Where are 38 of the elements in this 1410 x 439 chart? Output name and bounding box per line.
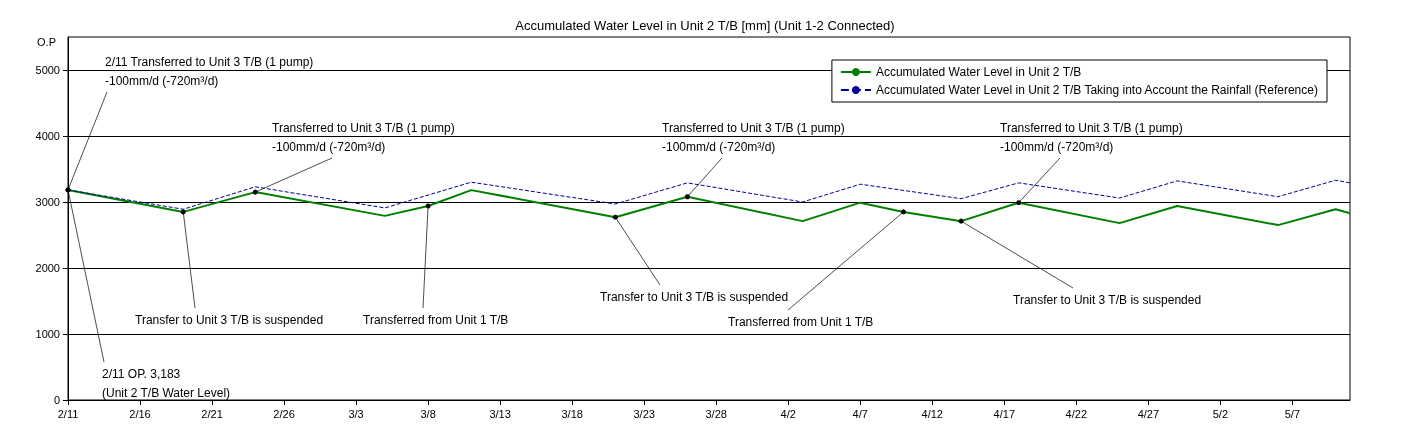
y-tick-label: 5000	[35, 64, 60, 76]
x-tick-label: 4/7	[852, 407, 868, 420]
y-axis-title: O.P	[37, 35, 56, 48]
annotation: 2/11 OP. 3,183 (Unit 2 T/B Water Level)	[102, 366, 231, 400]
annotation: Transferred from Unit 1 T/B	[363, 312, 509, 327]
annotation: Transferred to Unit 3 T/B (1 pump) -100mm/d (-720m³/d)	[1000, 120, 1183, 154]
x-tick-label: 5/2	[1212, 407, 1229, 420]
x-tick-label: 4/27	[1137, 407, 1160, 420]
x-tick-label: 2/21	[201, 407, 223, 420]
x-tick-label: 3/28	[705, 407, 727, 420]
x-tick-label: 5/7	[1284, 407, 1301, 420]
x-tick-label: 3/13	[489, 407, 511, 420]
y-tick-label: 2000	[35, 262, 60, 274]
x-tick-label: 3/3	[348, 407, 364, 420]
chart-title: Accumulated Water Level in Unit 2 T/B [mm] (Unit 1-2 Connected)	[515, 18, 895, 33]
x-tick-label: 3/18	[561, 407, 583, 420]
annotation: Transferred to Unit 3 T/B (1 pump) -100mm/d (-720m³/d)	[272, 120, 455, 154]
annotation: Transfer to Unit 3 T/B is suspended	[1013, 292, 1202, 307]
x-tick-label: 2/11	[57, 407, 79, 420]
y-tick-label: 1000	[35, 328, 60, 340]
annotation: 2/11 Transferred to Unit 3 T/B (1 pump) -100mm/d (-720m³/d)	[105, 54, 314, 88]
y-tick-label: 4000	[35, 130, 60, 142]
x-tick-label: 4/22	[1065, 407, 1088, 420]
x-tick-label: 4/12	[921, 407, 943, 420]
annotation: Transferred from Unit 1 T/B	[728, 314, 874, 329]
y-tick-label: 3000	[35, 196, 60, 208]
legend-label: Accumulated Water Level in Unit 2 T/B	[875, 65, 1082, 79]
x-tick-label: 3/8	[420, 407, 436, 420]
x-tick-label: 4/17	[993, 407, 1015, 420]
annotation: Transferred to Unit 3 T/B (1 pump) -100mm/d (-720m³/d)	[662, 120, 845, 154]
x-tick-label: 4/2	[780, 407, 796, 420]
legend-label: Accumulated Water Level in Unit 2 T/B Taking into Account the Rainfall (Reference)	[875, 83, 1318, 97]
y-tick-label: 0	[53, 394, 60, 406]
annotation: Transfer to Unit 3 T/B is suspended	[135, 312, 324, 327]
x-tick-label: 2/26	[273, 407, 295, 420]
x-tick-label: 3/23	[633, 407, 655, 420]
annotation: Transfer to Unit 3 T/B is suspended	[600, 289, 789, 304]
x-tick-label: 2/16	[129, 407, 151, 420]
